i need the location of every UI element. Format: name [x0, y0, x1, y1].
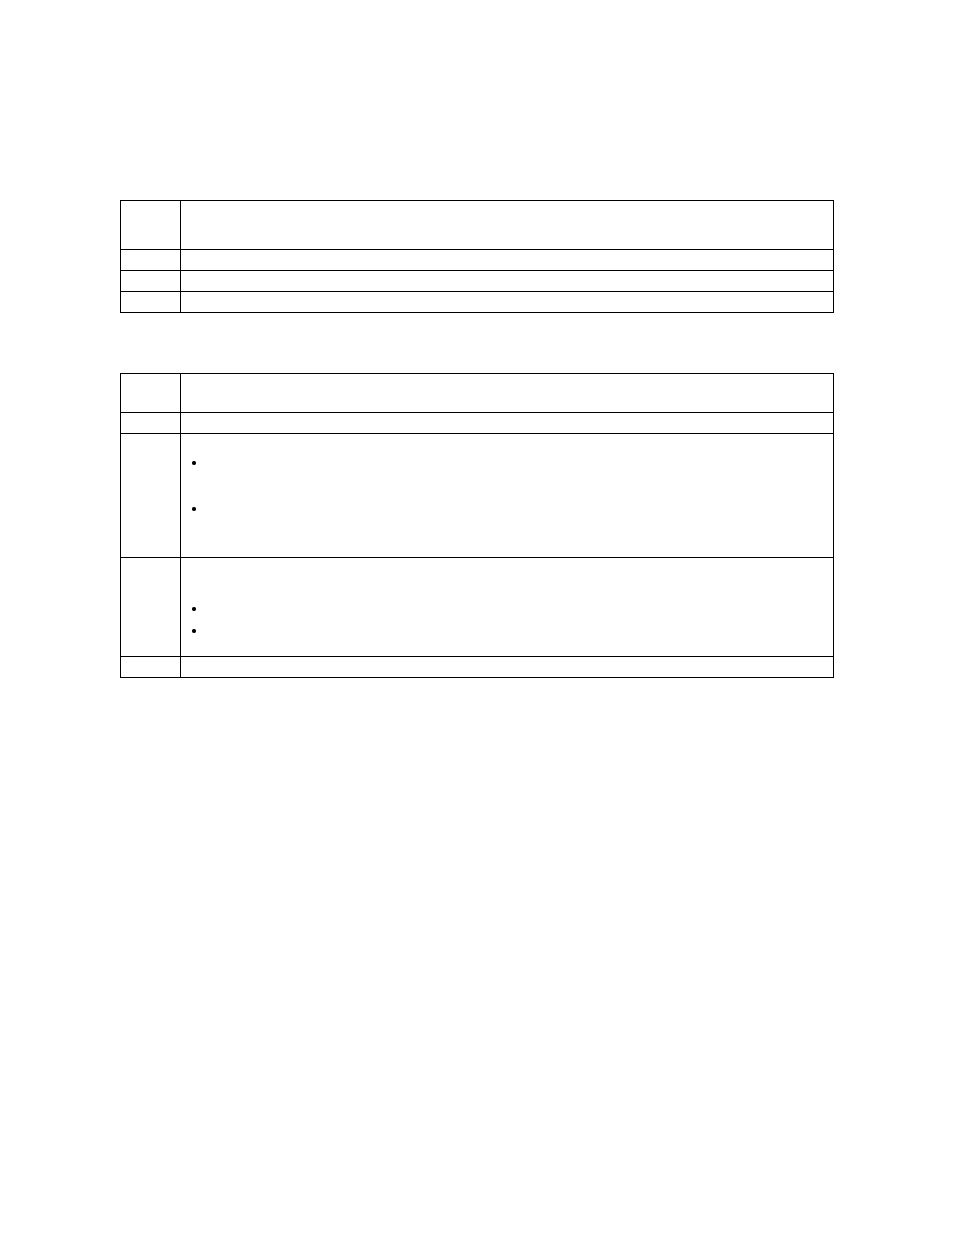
- table-row: [121, 413, 834, 434]
- bullet-list: [207, 600, 825, 640]
- bullet-item: [207, 622, 825, 640]
- cell-pre-text: [189, 568, 825, 596]
- bullet-item: [207, 500, 825, 536]
- table-gap: [120, 313, 834, 373]
- table-2: [120, 373, 834, 678]
- table-row: [121, 250, 834, 271]
- table-row: [121, 434, 834, 558]
- table-row: [121, 201, 834, 250]
- table-row: [121, 292, 834, 313]
- document-page: [0, 0, 954, 1235]
- table-row: [121, 557, 834, 656]
- table-row: [121, 271, 834, 292]
- bullet-item: [207, 600, 825, 618]
- table-row: [121, 657, 834, 678]
- table-row: [121, 374, 834, 413]
- table-1: [120, 200, 834, 313]
- bullet-item: [207, 454, 825, 490]
- bullet-list: [207, 454, 825, 537]
